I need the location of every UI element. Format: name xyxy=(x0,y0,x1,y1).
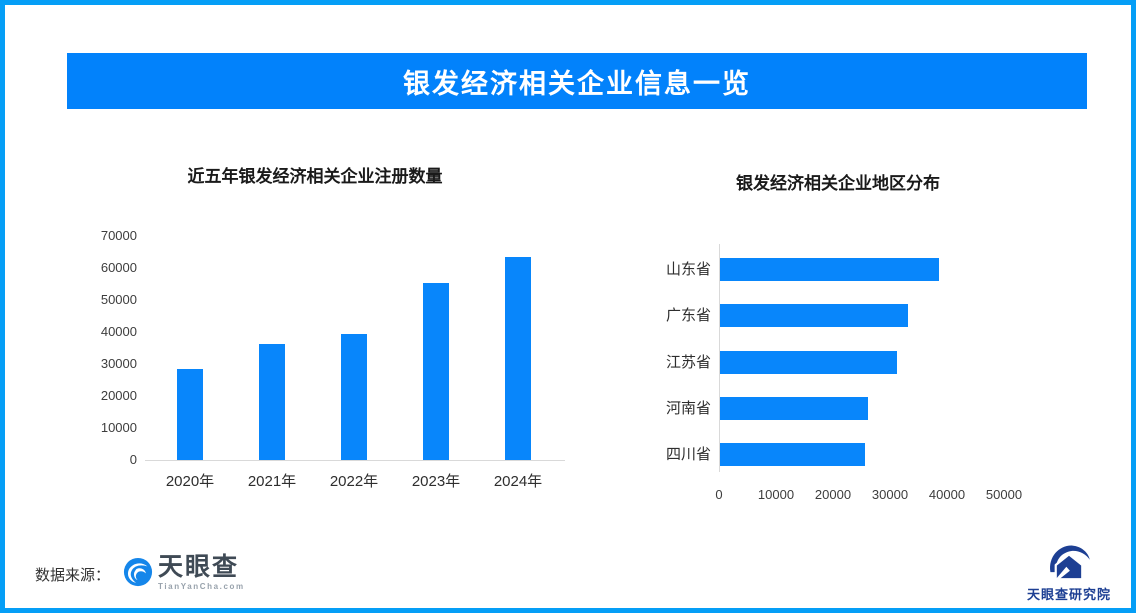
x-category-label: 2020年 xyxy=(165,473,215,490)
bar-河南省 xyxy=(720,396,869,420)
y-axis-tick-label: 50000 xyxy=(100,292,137,307)
bar-2022年 xyxy=(341,333,367,460)
bar-四川省 xyxy=(720,443,866,467)
bar-山东省 xyxy=(720,258,940,281)
x-axis-tick-label: 50000 xyxy=(985,487,1023,502)
x-axis-tick-label: 0 xyxy=(715,487,723,502)
bar-广东省 xyxy=(720,304,909,328)
region-chart-title: 银发经济相关企业地区分布 xyxy=(736,174,940,193)
x-category-label: 2022年 xyxy=(329,473,379,490)
y-axis-tick-label: 0 xyxy=(129,452,137,467)
registration-chart-title: 近五年银发经济相关企业注册数量 xyxy=(187,167,443,186)
bar-江苏省 xyxy=(720,350,897,374)
x-axis-tick-label: 10000 xyxy=(757,487,795,502)
y-category-label: 四川省 xyxy=(665,446,711,464)
research-institute-name: 天眼查研究院 xyxy=(1026,587,1111,602)
y-category-label: 广东省 xyxy=(665,307,711,325)
y-category-label: 山东省 xyxy=(665,261,711,278)
title-banner: 银发经济相关企业信息一览 xyxy=(67,53,1087,109)
y-category-label: 江苏省 xyxy=(665,353,711,371)
bar-2024年 xyxy=(505,256,531,460)
x-axis-tick-label: 30000 xyxy=(871,487,909,502)
x-axis-tick-label: 20000 xyxy=(814,487,852,502)
data-source-label: 数据来源： xyxy=(35,567,111,584)
bar-2023年 xyxy=(423,282,449,460)
y-axis-tick-label: 40000 xyxy=(100,324,137,339)
tianyancha-logo-subtext: TianYanCha.com xyxy=(158,582,245,591)
page-title: 银发经济相关企业信息一览 xyxy=(403,68,751,99)
x-category-label: 2023年 xyxy=(411,473,461,490)
tianyancha-eye-icon xyxy=(123,557,153,587)
x-category-label: 2021年 xyxy=(247,473,297,490)
y-axis-tick-label: 20000 xyxy=(100,388,137,403)
tianyancha-research-icon xyxy=(1050,545,1090,581)
x-category-label: 2024年 xyxy=(493,473,543,490)
y-axis-tick-label: 30000 xyxy=(100,356,137,371)
tianyancha-logo: 天眼查 TianYanCha.com xyxy=(123,554,245,591)
bar-2021年 xyxy=(259,343,285,460)
y-axis-tick-label: 10000 xyxy=(100,420,137,435)
y-axis-tick-label: 60000 xyxy=(100,260,137,275)
x-axis-tick-label: 40000 xyxy=(928,487,966,502)
bar-2020年 xyxy=(177,368,203,460)
tianyancha-logo-name: 天眼查 xyxy=(158,553,240,581)
y-axis-line xyxy=(719,244,720,472)
research-institute-logo: 天眼查研究院 xyxy=(1013,541,1125,603)
tianyancha-logo-texts: 天眼查 TianYanCha.com xyxy=(158,554,245,591)
y-category-label: 河南省 xyxy=(665,399,711,417)
y-axis-tick-label: 70000 xyxy=(100,228,137,243)
x-axis-line xyxy=(145,460,565,461)
